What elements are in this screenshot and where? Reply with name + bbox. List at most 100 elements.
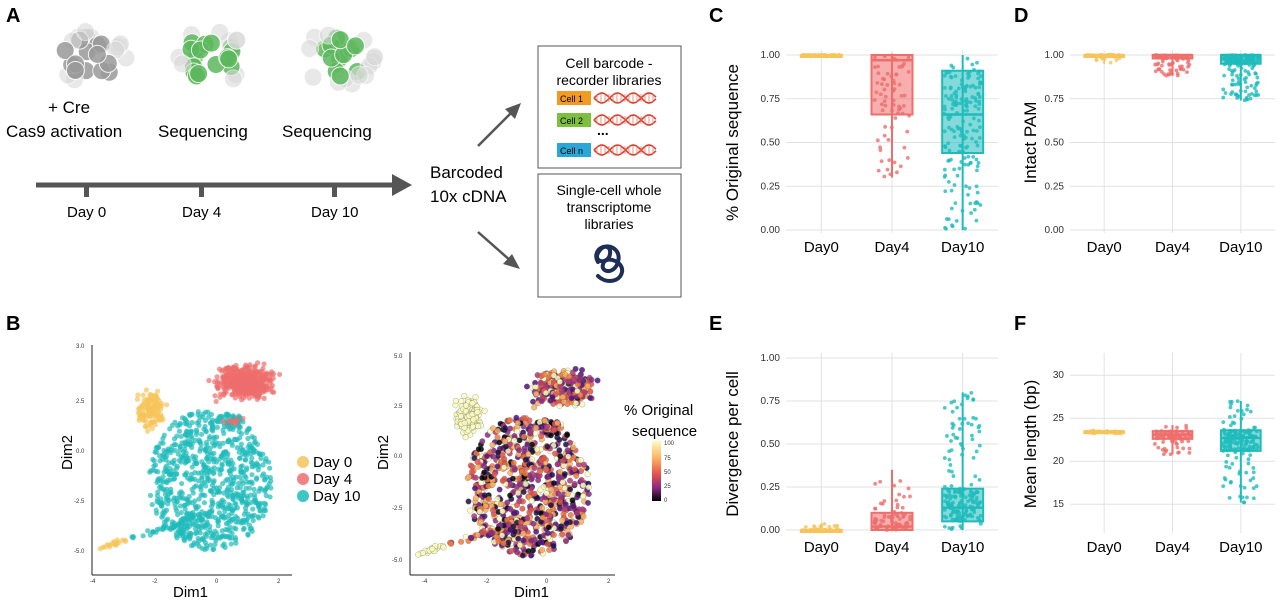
- umap2-ylabel: Dim2: [375, 435, 392, 470]
- jitter-point: [875, 81, 880, 85]
- umap-point: [203, 409, 209, 415]
- umap-point: [496, 486, 503, 493]
- umap-day-scatter: [97, 360, 283, 553]
- jitter-point: [1170, 440, 1175, 444]
- y-axis-label: Intact PAM: [1021, 102, 1040, 184]
- jitter-point: [961, 505, 965, 510]
- jitter-point: [1251, 476, 1256, 481]
- jitter-point: [878, 501, 883, 506]
- umap-point: [180, 495, 186, 501]
- umap-point: [154, 388, 161, 394]
- umap-point: [140, 407, 146, 413]
- jitter-point: [1175, 73, 1180, 78]
- umap-point: [193, 483, 199, 489]
- jitter-point: [953, 435, 958, 440]
- jitter-point: [977, 102, 982, 107]
- jitter-point: [878, 145, 882, 150]
- umap-point: [158, 440, 164, 446]
- jitter-point: [1161, 452, 1166, 457]
- jitter-point: [954, 517, 959, 522]
- jitter-point: [832, 524, 837, 528]
- panel-label-e: E: [709, 313, 722, 335]
- x-tick-label: Day10: [1219, 539, 1262, 556]
- umap-point: [154, 479, 160, 485]
- umap-point: [224, 412, 230, 418]
- jitter-point: [876, 64, 881, 69]
- jitter-point: [964, 104, 969, 109]
- umap-point: [570, 444, 577, 451]
- jitter-point: [978, 81, 982, 86]
- umap1-ytick: 3.0: [76, 344, 85, 350]
- umap-point: [161, 524, 167, 530]
- umap-point: [574, 509, 581, 516]
- umap-point: [135, 392, 141, 398]
- jitter-point: [969, 422, 974, 427]
- jitter-point: [952, 100, 957, 105]
- jitter-point: [949, 503, 954, 508]
- jitter-point: [1223, 432, 1228, 437]
- umap-point: [198, 470, 204, 476]
- jitter-point: [906, 70, 911, 74]
- umap-point: [544, 443, 551, 450]
- jitter-point: [1246, 428, 1251, 433]
- cell-cluster-day0-icon: [55, 22, 136, 90]
- jitter-point: [1245, 85, 1250, 90]
- umap-point: [201, 462, 207, 468]
- legend-swatch-day0: [297, 456, 309, 468]
- colorbar-title-line2: sequence: [632, 423, 697, 440]
- jitter-point: [1168, 68, 1172, 72]
- umap-point: [254, 360, 261, 366]
- y-tick-label: 0.00: [761, 525, 781, 536]
- umap-point: [220, 427, 226, 433]
- umap-point: [164, 497, 171, 503]
- umap-point: [145, 402, 151, 408]
- y-axis-label: Divergence per cell: [723, 371, 742, 517]
- jitter-point: [1246, 448, 1250, 453]
- jitter-point: [977, 429, 982, 434]
- umap-point: [160, 513, 166, 519]
- umap-point: [212, 393, 218, 399]
- jitter-point: [899, 93, 904, 98]
- umap-point: [199, 536, 205, 542]
- umap-point: [184, 432, 190, 439]
- jitter-point: [971, 456, 976, 460]
- jitter-point: [1232, 82, 1237, 87]
- jitter-point: [1154, 429, 1159, 434]
- umap-point: [479, 438, 486, 445]
- jitter-point: [1181, 446, 1186, 451]
- umap1-xtick: -2: [152, 579, 158, 585]
- umap-point: [584, 382, 591, 389]
- umap-point: [155, 469, 161, 475]
- umap-point: [475, 463, 482, 470]
- umap-point: [197, 414, 203, 420]
- legend-label-day4: Day 4: [313, 471, 352, 488]
- x-tick-label: Day4: [874, 239, 909, 256]
- cell1-label: Cell 1: [560, 94, 583, 104]
- umap-point: [528, 456, 535, 463]
- jitter-point: [821, 53, 826, 57]
- umap-point: [527, 446, 534, 452]
- umap-point: [181, 526, 187, 533]
- jitter-point: [1236, 94, 1241, 99]
- panel-label-c: C: [709, 5, 723, 27]
- umap-point: [567, 486, 574, 493]
- jitter-point: [873, 516, 878, 521]
- jitter-point: [882, 99, 887, 104]
- umap-point: [587, 388, 594, 395]
- colorbar-tick: 100: [664, 441, 675, 447]
- jitter-point: [825, 54, 829, 59]
- umap-point: [148, 468, 154, 474]
- jitter-point: [971, 492, 976, 497]
- umap-point: [239, 447, 245, 453]
- umap-point: [554, 461, 561, 468]
- box2-title-line2: transcriptome: [567, 199, 652, 215]
- jitter-point: [1240, 495, 1245, 500]
- jitter-point: [1116, 430, 1120, 435]
- umap-point: [202, 531, 208, 537]
- jitter-point: [891, 98, 896, 103]
- umap-point: [482, 503, 489, 510]
- umap-point: [215, 523, 221, 529]
- umap-point: [276, 371, 283, 378]
- umap-point: [262, 476, 268, 482]
- jitter-point: [895, 170, 899, 175]
